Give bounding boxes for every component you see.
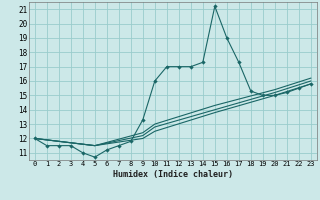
X-axis label: Humidex (Indice chaleur): Humidex (Indice chaleur)	[113, 170, 233, 179]
